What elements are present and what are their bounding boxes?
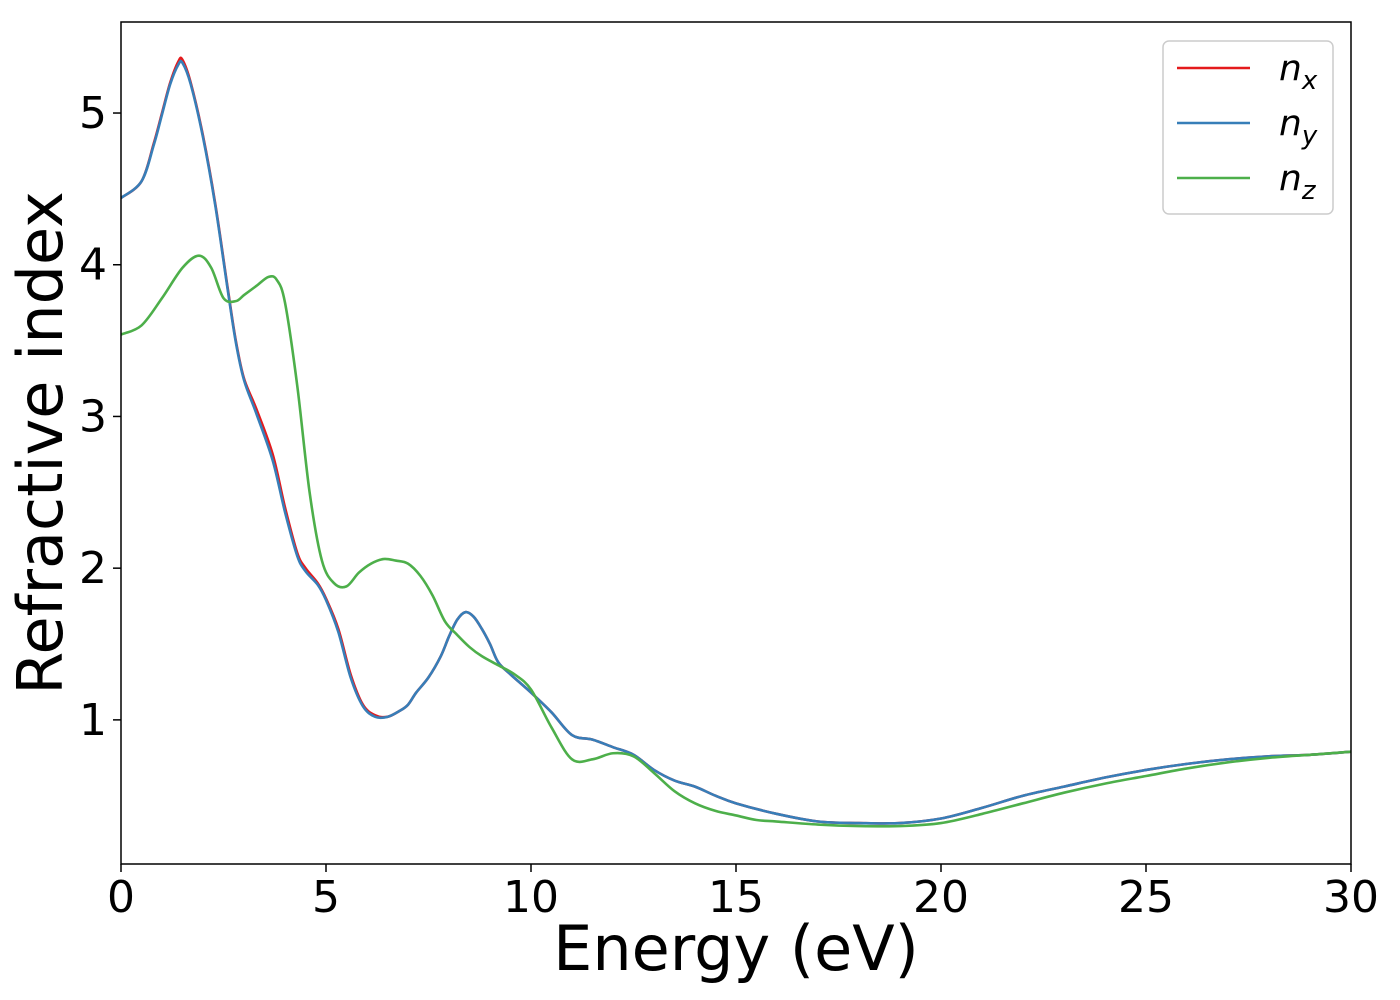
legend-label-n-z: nz (1279, 158, 1317, 206)
legend-label-base: n (1279, 48, 1302, 89)
x-tick-label: 0 (107, 872, 135, 923)
x-tick-label: 15 (708, 872, 764, 923)
legend-label-base: n (1279, 103, 1302, 144)
y-tick-label: 5 (79, 88, 107, 139)
x-tick-label: 20 (913, 872, 969, 923)
legend-label-subscript: y (1301, 121, 1318, 151)
x-tick-label: 30 (1323, 872, 1379, 923)
x-tick-label: 10 (503, 872, 559, 923)
legend-label-subscript: x (1301, 66, 1318, 96)
y-tick-label: 2 (79, 543, 107, 594)
x-tick-label: 5 (312, 872, 340, 923)
y-tick-label: 1 (79, 695, 107, 746)
x-tick-label: 25 (1118, 872, 1174, 923)
x-axis-title: Energy (eV) (553, 912, 919, 985)
series-layer (121, 56, 1351, 828)
y-axis: 1 2 3 4 5 (79, 88, 121, 746)
legend-label-base: n (1279, 158, 1302, 199)
legend-label-n-x: nx (1279, 48, 1318, 96)
legend-label-n-y: ny (1279, 103, 1318, 151)
y-tick-label: 3 (79, 391, 107, 442)
legend-box (1162, 40, 1334, 215)
series-line-n-z (121, 254, 1351, 828)
x-axis: 0 5 10 15 20 25 30 (107, 864, 1379, 923)
y-axis-title: Refractive index (4, 191, 77, 695)
y-tick-label: 4 (79, 240, 107, 291)
legend-label-subscript: z (1301, 176, 1317, 206)
